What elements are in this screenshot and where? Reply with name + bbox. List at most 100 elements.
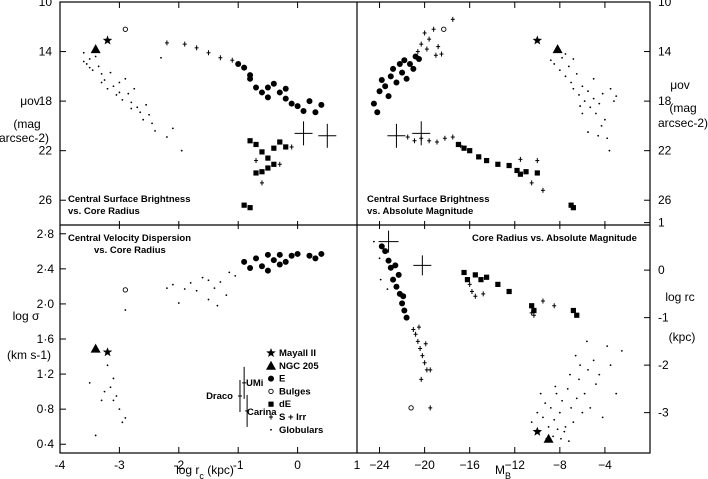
y-tick-label: 2·0 [37,297,55,311]
dot-marker [151,122,153,125]
dot-marker [109,71,112,74]
label-draco: Draco [206,391,233,402]
dot-marker [549,59,552,62]
circle-marker [401,57,408,64]
square-marker [253,141,259,148]
circle-marker [312,255,319,262]
dot-marker [166,287,168,290]
square-marker [268,401,274,407]
x-tick-label: −4 [598,458,612,472]
square-marker [506,288,512,295]
dot-marker [160,56,162,59]
circle-marker [258,263,265,270]
dot-marker [592,97,595,100]
square-marker [514,167,520,174]
dot-marker [112,85,115,88]
circle-marker [270,257,277,264]
dot-marker [553,418,556,421]
square-marker [461,269,467,276]
dot-marker [142,118,145,121]
star-marker [102,347,113,357]
star-marker [532,426,543,436]
dot-marker [234,274,237,277]
dot-marker [609,87,612,90]
dot-marker [133,87,136,90]
dot-marker [225,294,228,297]
dot-marker [572,421,575,424]
square-marker [467,148,473,154]
square-marker [483,274,490,280]
triangle-marker [266,360,276,370]
y-tick-label: 1 [658,216,665,230]
circle-marker [401,307,408,314]
circle-marker [374,109,381,116]
circle-marker [247,72,254,79]
x-tick-label: 1 [354,458,361,472]
square-marker [529,303,535,309]
dot-marker [585,340,588,343]
dot-marker [547,425,550,428]
right-y-label-bottom-line2: (kpc) [669,330,696,344]
circle-marker [294,103,301,110]
dot-marker [530,421,533,424]
dot-marker [567,440,570,443]
legend-label-3: Bulges [279,386,311,397]
square-marker [461,145,467,151]
y-tick-label: 14 [39,45,53,59]
open-circle-marker [441,26,447,32]
legend-label-1: NGC 205 [279,361,319,372]
dot-marker [544,402,547,405]
open-circle-marker [122,26,128,32]
y-tick-label: 26 [39,193,53,207]
x-tick-label: -2 [173,458,184,472]
circle-marker [276,251,283,258]
dot-marker [201,276,204,279]
dot-marker [103,390,106,393]
open-circle-marker [122,287,128,293]
dot-marker [124,417,127,419]
dot-marker [539,392,542,395]
dot-marker [561,399,563,402]
star-marker [532,35,543,45]
dot-marker [379,278,382,281]
dot-marker [118,91,121,94]
square-marker [265,165,271,171]
x-tick-label: −12 [505,458,526,472]
dot-marker [604,118,606,121]
legend-label-6: Globulars [279,425,323,436]
square-marker [265,155,271,161]
dot-marker [121,98,124,101]
circle-marker [241,64,248,71]
circle-marker [385,257,392,264]
dot-marker [88,58,91,60]
square-marker [495,161,501,167]
dot-marker [598,102,601,105]
panel2-title-line2: vs. Absolute Magnitude [367,206,473,217]
dot-marker [583,100,586,103]
dot-marker [597,134,600,137]
circle-marker [282,258,289,265]
y-tick-label: -2 [658,358,669,372]
square-marker [247,205,253,211]
dot-marker [82,60,85,63]
square-marker [259,149,265,155]
dot-marker [566,387,569,390]
dot-marker [154,129,156,132]
dot-marker [564,75,567,78]
square-marker [455,141,462,148]
y-tick-label: 18 [39,94,53,108]
dot-marker [578,94,580,96]
panel4-title: Core Radius vs. Absolute Magnitude [472,233,637,244]
dot-marker [100,81,103,84]
circle-marker [264,94,271,101]
circle-marker [387,264,394,271]
dot-marker [127,92,130,95]
circle-marker [294,250,301,257]
y-tick-label: 18 [658,94,672,108]
circle-marker [282,95,289,102]
square-marker [283,144,289,150]
x-tick-label: −16 [460,458,481,472]
